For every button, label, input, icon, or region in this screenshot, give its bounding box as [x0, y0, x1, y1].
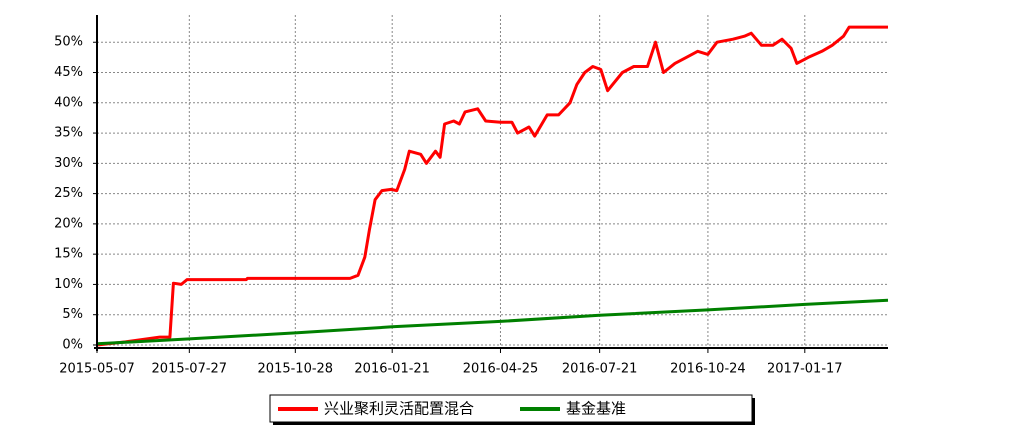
x-tick-label: 2015-07-27: [152, 362, 228, 377]
y-tick-label: 35%: [54, 126, 83, 141]
x-tick-label: 2016-07-21: [562, 362, 638, 377]
series-line: [96, 298, 889, 346]
lines: [96, 25, 889, 347]
legend-label: 兴业聚利灵活配置混合: [324, 400, 474, 418]
y-tick-label: 20%: [54, 216, 83, 231]
x-tick-label: 2017-01-17: [767, 362, 843, 377]
legend: 兴业聚利灵活配置混合 基金基准: [269, 394, 755, 425]
axes: 0% 5% 10% 15% 20% 25% 30% 35% 40% 45% 50% 2015-05-0…: [54, 15, 888, 377]
y-tick-label: 40%: [54, 95, 83, 110]
legend-label: 基金基准: [566, 400, 626, 418]
y-tick-label: 0%: [62, 337, 83, 352]
x-tick-label: 2016-01-21: [354, 362, 430, 377]
x-tick-label: 2016-04-25: [463, 362, 539, 377]
grid: [96, 15, 888, 348]
x-tick-label: 2015-10-28: [258, 362, 334, 377]
y-tick-label: 10%: [54, 277, 83, 292]
y-tick-label: 5%: [62, 307, 83, 322]
x-tick-label: 2015-05-07: [59, 362, 135, 377]
y-tick-label: 50%: [54, 35, 83, 50]
y-tick-label: 45%: [54, 65, 83, 80]
y-tick-label: 15%: [54, 247, 83, 262]
series-line: [96, 25, 888, 347]
x-tick-label: 2016-10-24: [670, 362, 746, 377]
legend-box: [269, 394, 753, 423]
y-tick-label: 30%: [54, 156, 83, 171]
y-tick-label: 25%: [54, 186, 83, 201]
